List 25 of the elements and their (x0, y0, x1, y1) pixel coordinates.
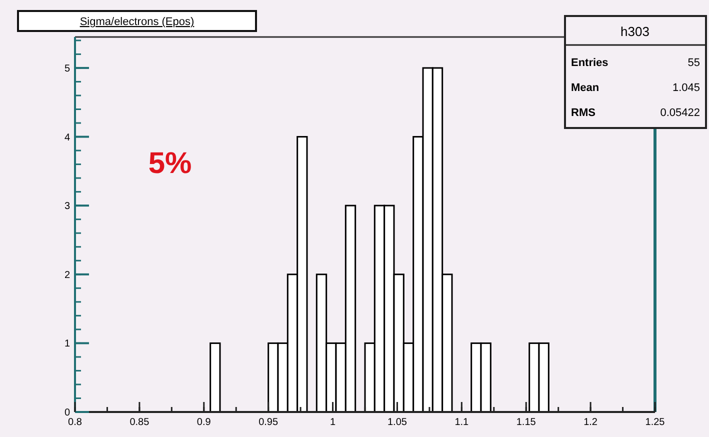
y-tick-label: 2 (64, 270, 70, 281)
text: 1.045 (672, 82, 700, 94)
x-tick-label: 1.2 (584, 417, 598, 428)
text: 55 (688, 57, 700, 69)
y-tick-label: 4 (64, 132, 70, 144)
annotation: Entries (571, 57, 608, 69)
text: 0.05422 (660, 107, 700, 119)
y-tick-label: 1 (64, 338, 70, 350)
x-tick-label: 1 (330, 417, 336, 428)
x-tick-label: 1.25 (645, 417, 666, 428)
y-tick-label: 3 (64, 201, 70, 212)
x-tick-label: 1.1 (454, 417, 470, 428)
x-tick-label: 1.05 (387, 417, 408, 428)
chart-title: Sigma/electrons (Epos) (80, 16, 194, 28)
y-tick-label: 0 (64, 408, 70, 418)
x-tick-label: 1.15 (516, 417, 536, 428)
x-tick-label: 0.95 (258, 417, 278, 428)
x-tick-label: 0.85 (130, 417, 150, 428)
y-tick-label: 5 (64, 63, 70, 74)
annotation: h303 (620, 24, 650, 39)
x-tick-label: 0.8 (68, 417, 82, 428)
x-tick-label: 0.9 (196, 417, 212, 428)
annotation: RMS (571, 107, 596, 119)
annotation: Mean (571, 82, 600, 94)
annotation: 5% (148, 147, 192, 180)
